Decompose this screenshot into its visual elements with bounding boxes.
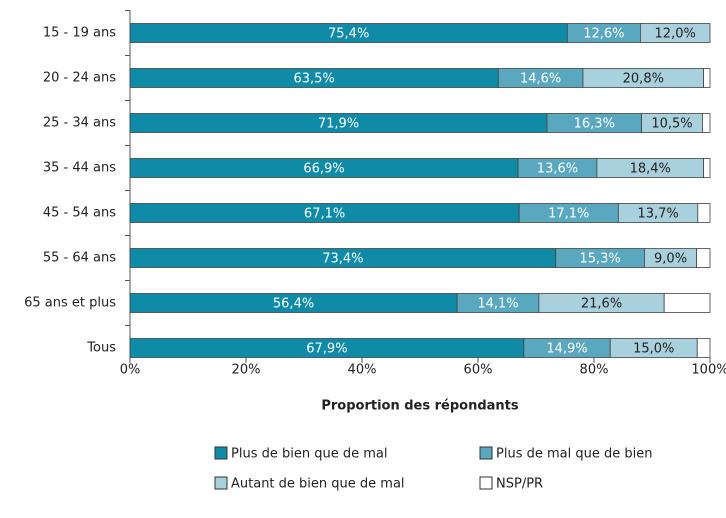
legend-label: NSP/PR [496, 477, 543, 492]
legend-label: Autant de bien que de mal [231, 477, 405, 492]
legend-swatch [479, 446, 493, 460]
bar-segment [703, 158, 711, 178]
data-label: 67,9% [306, 342, 347, 357]
x-tick-label: 80% [580, 363, 609, 378]
legend-swatch [479, 476, 493, 490]
y-tick-label: 20 - 24 ans [43, 71, 116, 86]
bar-segment [702, 113, 711, 133]
data-label: 10,5% [651, 117, 692, 132]
bar-segment [703, 68, 711, 88]
data-label: 21,6% [581, 297, 622, 312]
data-label: 9,0% [654, 252, 687, 267]
bar-segment [696, 248, 711, 268]
data-label: 56,4% [273, 297, 314, 312]
x-tick-label: 100% [691, 363, 726, 378]
data-label: 12,6% [583, 27, 624, 42]
bar-segment [696, 338, 711, 358]
data-label: 16,3% [574, 117, 615, 132]
bar-segment [640, 23, 711, 43]
y-tick-label: 25 - 34 ans [43, 116, 116, 131]
data-label: 13,7% [637, 207, 678, 222]
data-label: 13,6% [537, 162, 578, 177]
x-tick-label: 60% [464, 363, 493, 378]
data-label: 15,0% [633, 342, 674, 357]
data-label: 12,0% [655, 27, 696, 42]
x-tick-label: 40% [348, 363, 377, 378]
data-label: 63,5% [293, 72, 334, 87]
y-tick-label: 45 - 54 ans [43, 206, 116, 221]
data-label: 17,1% [548, 207, 589, 222]
legend-swatch [214, 446, 228, 460]
data-label: 18,4% [630, 162, 671, 177]
data-label: 67,1% [304, 207, 345, 222]
bar-segment [663, 293, 711, 313]
x-tick-label: 20% [232, 363, 261, 378]
data-label: 20,8% [623, 72, 664, 87]
y-tick-label: 35 - 44 ans [43, 161, 116, 176]
y-tick-label: 65 ans et plus [24, 296, 116, 311]
data-label: 14,6% [520, 72, 561, 87]
data-label: 73,4% [322, 252, 363, 267]
y-tick-label: 15 - 19 ans [43, 26, 116, 41]
bar-segment [697, 203, 711, 223]
y-tick-label: Tous [86, 341, 116, 356]
x-tick-label: 0% [120, 363, 141, 378]
data-label: 14,9% [546, 342, 587, 357]
legend-swatch [214, 476, 228, 490]
data-label: 71,9% [318, 117, 359, 132]
data-label: 14,1% [477, 297, 518, 312]
legend-label: Plus de bien que de mal [231, 447, 387, 462]
legend-label: Plus de mal que de bien [496, 447, 652, 462]
x-axis-label: Proportion des répondants [321, 399, 519, 414]
data-label: 75,4% [328, 27, 369, 42]
data-label: 15,3% [579, 252, 620, 267]
y-tick-label: 55 - 64 ans [43, 251, 116, 266]
data-label: 66,9% [303, 162, 344, 177]
